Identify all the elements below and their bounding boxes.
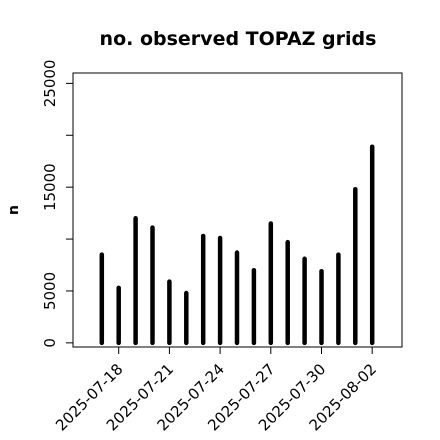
y-axis-label: n <box>6 205 22 215</box>
y-tick-label: 25000 <box>41 60 59 108</box>
bars <box>99 144 375 346</box>
y-tick-label: 15000 <box>41 163 59 211</box>
y-axis: 0 5000 15000 25000 <box>41 60 73 348</box>
y-tick-label: 5000 <box>41 272 59 310</box>
plot-frame <box>72 72 403 348</box>
y-tick-label: 0 <box>41 338 59 348</box>
x-axis: 2025-07-182025-07-212025-07-242025-07-27… <box>52 347 380 434</box>
chart-title: no. observed TOPAZ grids <box>100 28 377 50</box>
